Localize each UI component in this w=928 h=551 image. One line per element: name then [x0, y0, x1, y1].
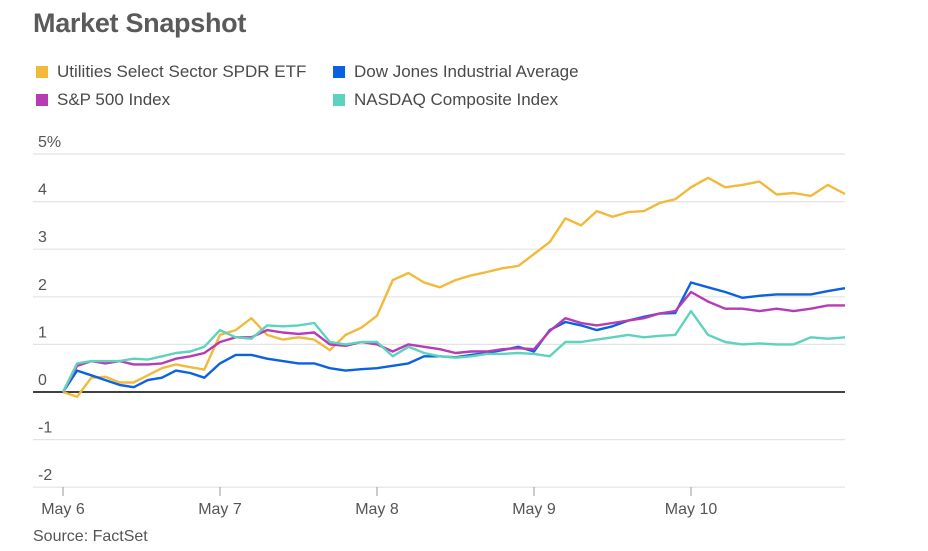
x-tick-label: May 8: [355, 501, 399, 518]
legend-item-dow: Dow Jones Industrial Average: [333, 62, 579, 82]
y-tick-label: 3: [38, 229, 47, 246]
series-line-1: [61, 281, 846, 393]
legend-item-nasdaq: NASDAQ Composite Index: [333, 90, 558, 110]
legend-swatch-sp500: [36, 94, 48, 106]
legend-swatch-dow: [333, 66, 345, 78]
x-tick-label: May 6: [41, 501, 85, 518]
series-line-2: [61, 290, 845, 393]
y-tick-label: 2: [38, 277, 47, 294]
y-tick-label: 1: [38, 324, 47, 341]
legend-item-sp500: S&P 500 Index: [36, 90, 170, 110]
y-tick-label: 0: [38, 372, 47, 389]
legend-label: Utilities Select Sector SPDR ETF: [57, 62, 307, 81]
x-tick-label: May 10: [665, 501, 718, 518]
legend-item-utilities: Utilities Select Sector SPDR ETF: [36, 62, 306, 82]
legend-swatch-nasdaq: [333, 94, 345, 106]
x-tick-label: May 7: [198, 501, 242, 518]
legend-label: S&P 500 Index: [57, 90, 171, 109]
source-note: Source: FactSet: [33, 528, 148, 545]
series-line-3: [61, 309, 846, 393]
legend-label: Dow Jones Industrial Average: [354, 62, 579, 81]
legend-label: NASDAQ Composite Index: [354, 90, 559, 109]
y-tick-label: -2: [38, 467, 52, 484]
x-tick-label: May 9: [512, 501, 556, 518]
y-tick-label: 4: [38, 182, 47, 199]
chart-title: Market Snapshot: [33, 8, 247, 38]
y-tick-label: 5%: [38, 134, 61, 151]
series-line-0: [62, 176, 846, 398]
legend-swatch-utilities: [36, 66, 48, 78]
y-tick-label: -1: [38, 420, 52, 437]
